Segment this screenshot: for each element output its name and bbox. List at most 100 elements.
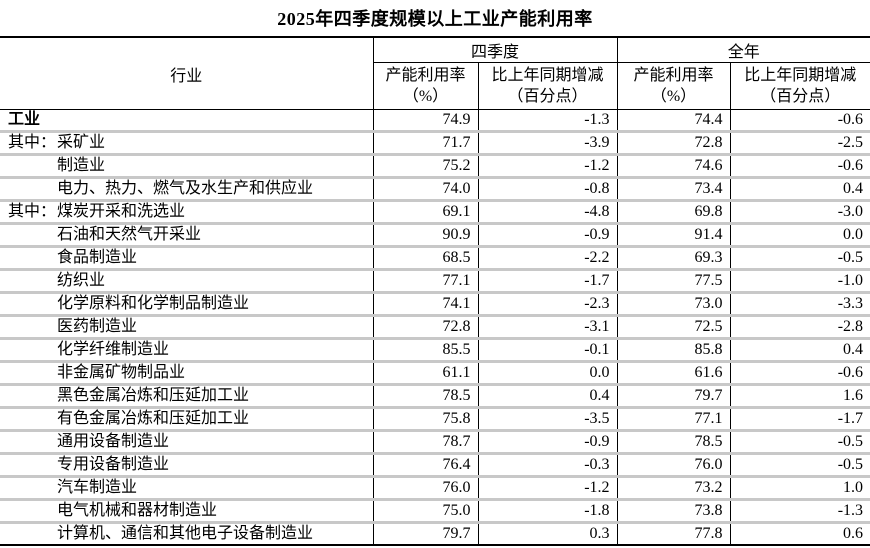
year-change-cell: -0.5 [729, 453, 870, 478]
industry-cell: 专用设备制造业 [0, 453, 373, 478]
q4-change-cell: -2.2 [477, 246, 618, 271]
year-change-cell: 0.4 [729, 177, 870, 202]
q4-rate-cell: 90.9 [372, 223, 478, 248]
year-change-cell: 1.0 [729, 476, 870, 501]
year-change-cell: -3.3 [729, 292, 870, 317]
q4-rate-cell: 74.1 [372, 292, 478, 317]
year-rate-cell: 76.0 [616, 453, 731, 478]
industry-name: 采矿业 [57, 134, 106, 151]
q4-rate-cell: 69.1 [372, 200, 478, 225]
q4-rate-cell: 68.5 [372, 246, 478, 271]
year-change-cell: -1.3 [729, 499, 870, 524]
q4-change-cell: -1.2 [477, 476, 618, 501]
table-row: 通用设备制造业 78.7 -0.9 78.5 -0.5 [0, 430, 870, 455]
q4-change-cell: 0.4 [477, 384, 618, 409]
q4-rate-cell: 61.1 [372, 361, 478, 386]
year-rate-cell: 72.5 [616, 315, 731, 340]
col-group-q4: 四季度 [372, 37, 618, 63]
year-change-cell: -0.6 [729, 109, 870, 133]
q4-change-cell: -1.8 [477, 499, 618, 524]
table-row: 石油和天然气开采业 90.9 -0.9 91.4 0.0 [0, 223, 870, 248]
year-rate-cell: 74.4 [616, 109, 731, 133]
q4-change-cell: -3.5 [477, 407, 618, 432]
industry-cell: 汽车制造业 [0, 476, 373, 501]
table-body: 工业 74.9 -1.3 74.4 -0.6 其中：采矿业 71.7 -3.9 72.8 -2.5… [0, 109, 870, 546]
year-change-cell: -2.8 [729, 315, 870, 340]
industry-cell: 食品制造业 [0, 246, 373, 271]
table-row: 专用设备制造业 76.4 -0.3 76.0 -0.5 [0, 453, 870, 478]
industry-cell: 黑色金属冶炼和压延加工业 [0, 384, 373, 409]
industry-name: 纺织业 [57, 272, 106, 289]
capacity-utilization-table: 行业 四季度 全年 产能利用率 （%） 比上年同期增减 （百分点） 产能利用率 … [0, 36, 870, 546]
q4-change-cell: -1.2 [477, 154, 618, 179]
year-rate-cell: 77.5 [616, 269, 731, 294]
industry-name: 食品制造业 [57, 249, 138, 266]
industry-name: 化学纤维制造业 [57, 341, 170, 358]
col-header-year-change: 比上年同期增减 （百分点） [729, 62, 870, 110]
q4-change-cell: -1.3 [477, 109, 618, 133]
year-change-cell: -1.0 [729, 269, 870, 294]
industry-name: 工业 [8, 111, 41, 128]
industry-cell: 制造业 [0, 154, 373, 179]
industry-cell: 非金属矿物制品业 [0, 361, 373, 386]
col-header-q4-change: 比上年同期增减 （百分点） [477, 62, 618, 110]
q4-rate-cell: 78.7 [372, 430, 478, 455]
year-rate-cell: 91.4 [616, 223, 731, 248]
page-title: 2025年四季度规模以上工业产能利用率 [277, 9, 593, 29]
q4-rate-cell: 75.0 [372, 499, 478, 524]
q4-change-cell: -0.9 [477, 430, 618, 455]
industry-name: 煤炭开采和洗选业 [57, 203, 186, 220]
year-change-cell: -2.5 [729, 131, 870, 156]
industry-name: 计算机、通信和其他电子设备制造业 [57, 525, 314, 542]
year-rate-cell: 69.8 [616, 200, 731, 225]
year-change-cell: -0.5 [729, 430, 870, 455]
industry-cell: 化学原料和化学制品制造业 [0, 292, 373, 317]
q4-rate-cell: 85.5 [372, 338, 478, 363]
year-rate-cell: 61.6 [616, 361, 731, 386]
table-row: 食品制造业 68.5 -2.2 69.3 -0.5 [0, 246, 870, 271]
year-change-cell: 0.4 [729, 338, 870, 363]
year-change-cell: -0.6 [729, 154, 870, 179]
q4-change-cell: -0.8 [477, 177, 618, 202]
q4-rate-cell: 71.7 [372, 131, 478, 156]
year-rate-cell: 77.8 [616, 522, 731, 545]
table-row: 电气机械和器材制造业 75.0 -1.8 73.8 -1.3 [0, 499, 870, 524]
year-rate-cell: 72.8 [616, 131, 731, 156]
q4-rate-cell: 72.8 [372, 315, 478, 340]
q4-change-cell: -0.3 [477, 453, 618, 478]
industry-name: 黑色金属冶炼和压延加工业 [57, 387, 250, 404]
industry-cell: 医药制造业 [0, 315, 373, 340]
col-header-year-rate: 产能利用率 （%） [616, 62, 731, 110]
table-row: 工业 74.9 -1.3 74.4 -0.6 [0, 109, 870, 133]
industry-name: 石油和天然气开采业 [57, 226, 202, 243]
q4-rate-cell: 78.5 [372, 384, 478, 409]
q4-change-cell: -4.8 [477, 200, 618, 225]
industry-cell: 计算机、通信和其他电子设备制造业 [0, 523, 373, 546]
table-row: 汽车制造业 76.0 -1.2 73.2 1.0 [0, 476, 870, 501]
industry-name: 制造业 [57, 157, 106, 174]
year-rate-cell: 73.0 [616, 292, 731, 317]
year-rate-cell: 74.6 [616, 154, 731, 179]
table-row: 计算机、通信和其他电子设备制造业 79.7 0.3 77.8 0.6 [0, 522, 870, 546]
q4-change-cell: -0.1 [477, 338, 618, 363]
q4-rate-cell: 75.2 [372, 154, 478, 179]
q4-rate-cell: 74.0 [372, 177, 478, 202]
industry-name: 汽车制造业 [57, 479, 138, 496]
industry-cell: 其中：煤炭开采和洗选业 [0, 200, 373, 225]
industry-name: 通用设备制造业 [57, 433, 170, 450]
table-row: 化学原料和化学制品制造业 74.1 -2.3 73.0 -3.3 [0, 292, 870, 317]
industry-name: 有色金属冶炼和压延加工业 [57, 410, 250, 427]
industry-cell: 其中：采矿业 [0, 131, 373, 156]
industry-cell: 电力、热力、燃气及水生产和供应业 [0, 177, 373, 202]
industry-name: 非金属矿物制品业 [57, 364, 186, 381]
year-rate-cell: 85.8 [616, 338, 731, 363]
year-change-cell: -0.5 [729, 246, 870, 271]
industry-cell: 石油和天然气开采业 [0, 223, 373, 248]
year-rate-cell: 78.5 [616, 430, 731, 455]
q4-change-cell: 0.3 [477, 522, 618, 545]
table-row: 其中：采矿业 71.7 -3.9 72.8 -2.5 [0, 131, 870, 156]
year-change-cell: -1.7 [729, 407, 870, 432]
q4-rate-cell: 75.8 [372, 407, 478, 432]
table-row: 制造业 75.2 -1.2 74.6 -0.6 [0, 154, 870, 179]
industry-cell: 工业 [0, 109, 373, 133]
